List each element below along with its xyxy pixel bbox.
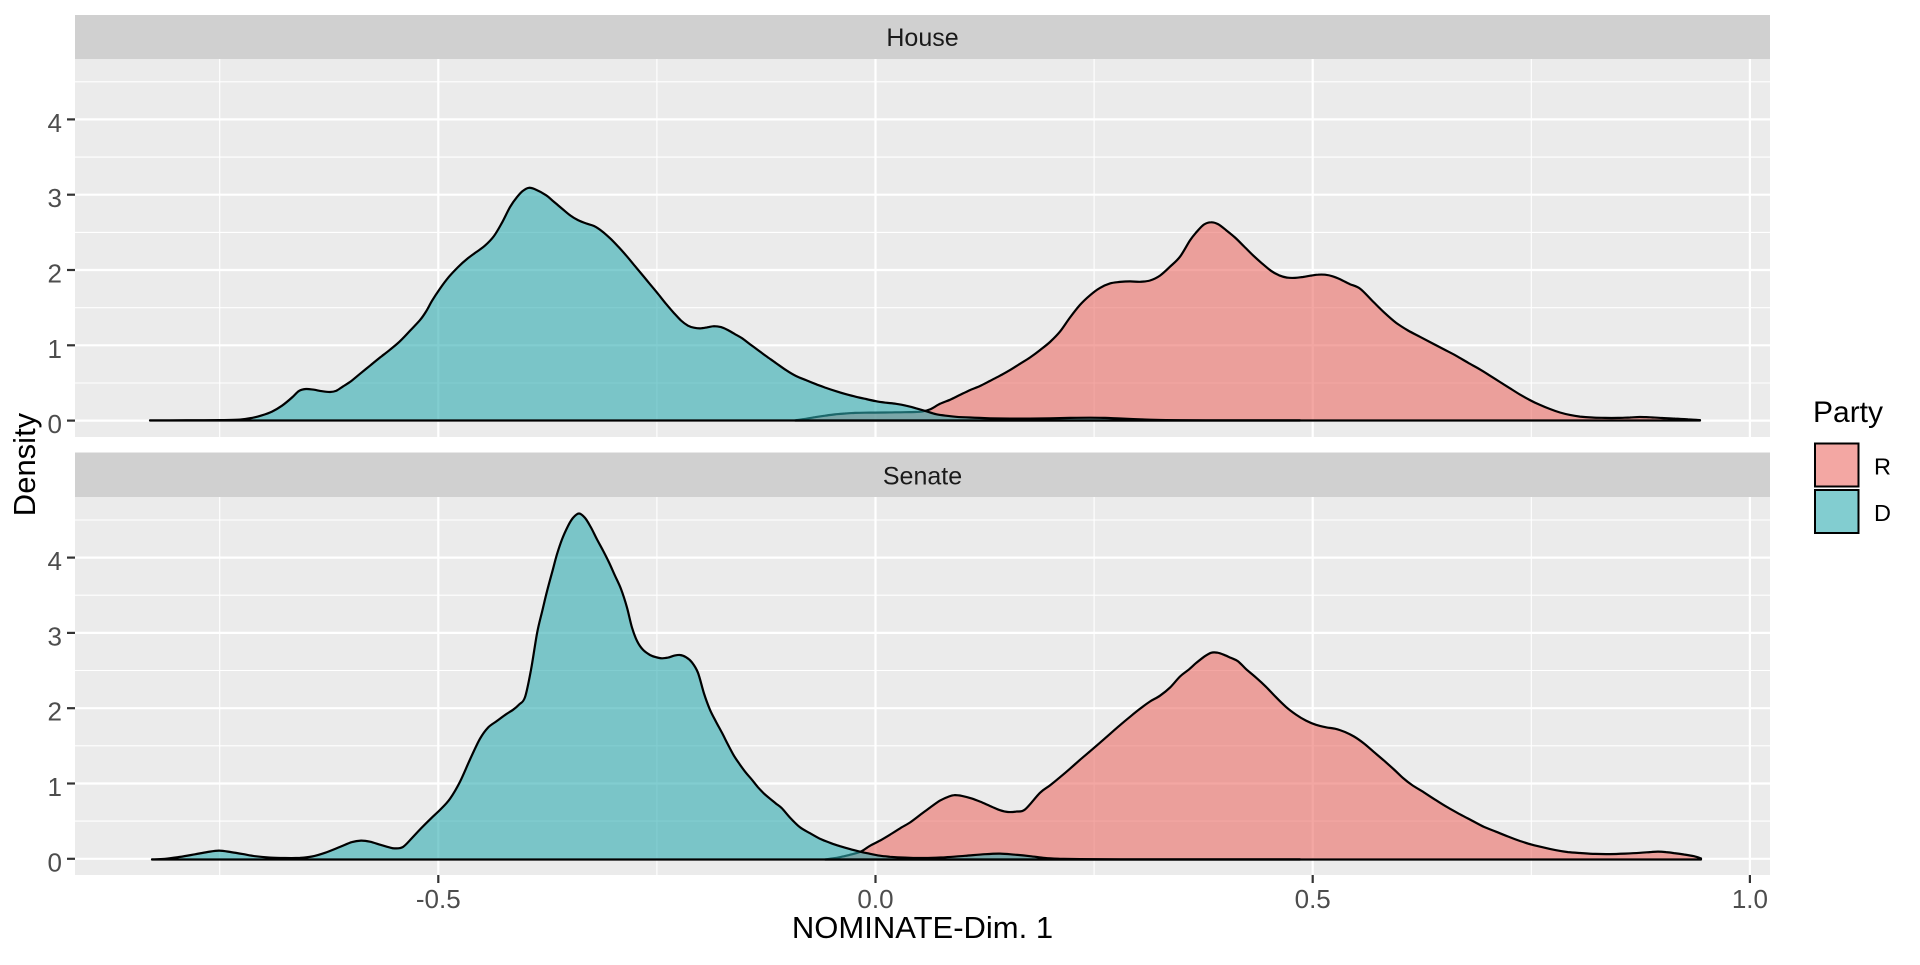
svg-text:Party: Party	[1813, 396, 1883, 429]
svg-text:D: D	[1874, 500, 1891, 526]
svg-text:0.0: 0.0	[857, 884, 893, 914]
svg-text:R: R	[1874, 454, 1891, 480]
svg-text:Senate: Senate	[883, 463, 962, 491]
svg-text:4: 4	[48, 546, 62, 576]
svg-text:3: 3	[48, 183, 62, 213]
svg-text:2: 2	[48, 697, 62, 727]
svg-text:2: 2	[48, 259, 62, 289]
svg-text:1.0: 1.0	[1732, 884, 1768, 914]
svg-text:Density: Density	[7, 412, 42, 516]
svg-text:0: 0	[48, 409, 62, 439]
svg-text:-0.5: -0.5	[416, 884, 461, 914]
svg-text:4: 4	[48, 108, 62, 138]
svg-text:House: House	[886, 24, 958, 52]
svg-text:0.5: 0.5	[1295, 884, 1331, 914]
svg-text:3: 3	[48, 621, 62, 651]
svg-text:NOMINATE-Dim. 1: NOMINATE-Dim. 1	[792, 910, 1053, 945]
svg-text:1: 1	[48, 334, 62, 364]
svg-text:0: 0	[48, 847, 62, 877]
svg-text:1: 1	[48, 772, 62, 802]
